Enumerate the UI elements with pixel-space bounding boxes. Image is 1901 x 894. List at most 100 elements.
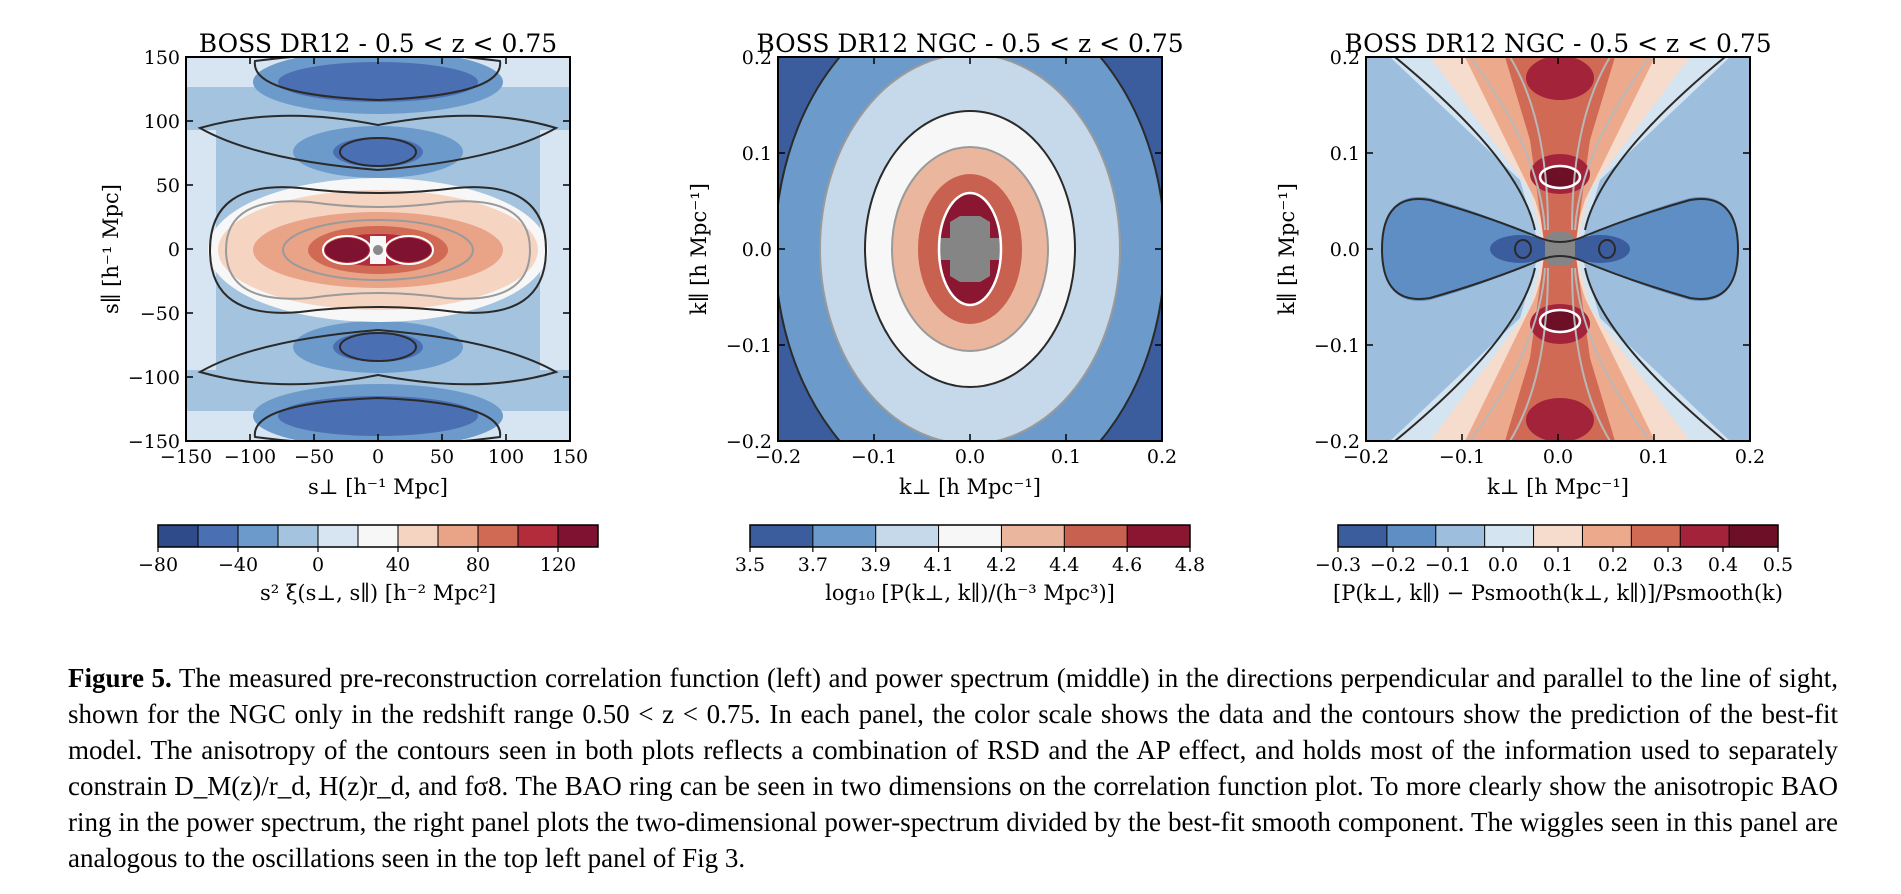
- panel-title: BOSS DR12 NGC - 0.5 < z < 0.75: [756, 29, 1183, 58]
- colorbar: 3.5 3.7 3.9 4.1 4.2 4.4 4.6 4.8: [735, 524, 1205, 576]
- colorbar-tick-label: 0.1: [1543, 554, 1573, 576]
- x-tick-label: 0.0: [1543, 446, 1573, 468]
- colorbar-segment: [158, 525, 199, 547]
- colorbar-segment: [358, 525, 399, 547]
- colorbar-tick-label: 4.6: [1112, 554, 1142, 576]
- colorbar-tick-label: −0.1: [1425, 554, 1471, 576]
- y-axis-label: k∥ [h Mpc⁻¹]: [1275, 183, 1299, 315]
- panel-title: BOSS DR12 NGC - 0.5 < z < 0.75: [1344, 29, 1771, 58]
- x-tick-label: −0.2: [755, 446, 801, 468]
- caption-text: The measured pre-reconstruction correlat…: [68, 663, 1838, 873]
- y-tick-label: −50: [140, 303, 180, 325]
- colorbar-segment: [1533, 525, 1583, 547]
- y-tick-label: 0.0: [742, 239, 772, 261]
- colorbar-tick-label: 0.2: [1598, 554, 1628, 576]
- figure-caption: Figure 5. The measured pre-reconstructio…: [68, 660, 1838, 876]
- y-axis-label: s∥ [h⁻¹ Mpc]: [99, 184, 123, 314]
- colorbar-label: log₁₀ [P(k⊥, k∥)/(h⁻³ Mpc³)]: [825, 581, 1115, 605]
- y-tick-label: 0.1: [742, 143, 772, 165]
- colorbar-segment: [812, 525, 877, 547]
- colorbar-segment: [398, 525, 439, 547]
- x-tick-label: −0.1: [851, 446, 897, 468]
- colorbar-segment: [1064, 525, 1128, 547]
- x-tick-label: 100: [488, 446, 524, 468]
- heatmap-xi: [186, 57, 570, 441]
- x-tick-label: 0.1: [1639, 446, 1669, 468]
- x-tick-label: 0: [372, 446, 384, 468]
- colorbar-segment: [1386, 525, 1437, 547]
- x-tick-label: −50: [294, 446, 334, 468]
- colorbar-label: [P(k⊥, k∥) − Psmooth(k⊥, k∥)]/Psmooth(k): [1333, 581, 1783, 605]
- colorbar-segment: [875, 525, 940, 547]
- x-tick-label: 0.0: [955, 446, 985, 468]
- colorbar-segment: [558, 525, 599, 547]
- colorbar-tick-label: 0.0: [1488, 554, 1518, 576]
- colorbar-segment: [318, 525, 359, 547]
- y-tick-label: −0.2: [1314, 431, 1360, 453]
- colorbar-tick-label: 3.9: [861, 554, 891, 576]
- panel-title: BOSS DR12 - 0.5 < z < 0.75: [199, 29, 557, 58]
- y-tick-label: 150: [144, 47, 180, 69]
- colorbar-segment: [750, 525, 814, 547]
- colorbar-segment: [1127, 525, 1191, 547]
- colorbar-segment: [1680, 525, 1730, 547]
- x-tick-label: −0.2: [1343, 446, 1389, 468]
- y-tick-label: 100: [144, 111, 180, 133]
- colorbar-tick-label: 4.2: [986, 554, 1016, 576]
- x-ticks: −0.2 −0.1 0.0 0.1 0.2: [755, 57, 1177, 468]
- y-tick-label: 0.2: [1330, 47, 1360, 69]
- y-tick-label: −150: [128, 431, 180, 453]
- colorbar-segment: [1001, 525, 1065, 547]
- x-tick-label: 0.2: [1147, 446, 1177, 468]
- x-axis-label: k⊥ [h Mpc⁻¹]: [1487, 475, 1629, 499]
- y-tick-label: 0.0: [1330, 239, 1360, 261]
- y-ticks: −0.2 −0.1 0.0 0.1 0.2: [726, 47, 1162, 453]
- colorbar-tick-label: −0.2: [1370, 554, 1416, 576]
- colorbar: −80 −40 0 40 80 120: [138, 524, 599, 576]
- colorbar-tick-label: 4.1: [923, 554, 953, 576]
- y-ticks: −150 −100 −50 0 50 100 150: [128, 47, 570, 453]
- colorbar-tick-label: 4.8: [1175, 554, 1205, 576]
- x-axis-label: s⊥ [h⁻¹ Mpc]: [308, 475, 448, 499]
- y-tick-label: −0.1: [726, 335, 772, 357]
- x-tick-label: −150: [160, 446, 212, 468]
- colorbar-tick-label: 0: [312, 554, 324, 576]
- heatmap-power: [778, 57, 1162, 441]
- colorbar-segment: [938, 525, 1002, 547]
- y-tick-label: −100: [128, 367, 180, 389]
- x-tick-label: −0.1: [1439, 446, 1485, 468]
- colorbar-tick-label: −80: [138, 554, 178, 576]
- y-axis-label: k∥ [h Mpc⁻¹]: [687, 183, 711, 315]
- colorbar-segment: [478, 525, 519, 547]
- figure-5: BOSS DR12 - 0.5 < z < 0.75 −150 −100 −50 0 5…: [99, 29, 1793, 605]
- x-ticks: −150 −100 −50 0 50 100 150: [160, 57, 588, 468]
- colorbar-tick-label: −0.3: [1315, 554, 1361, 576]
- colorbar-segment: [1729, 525, 1779, 547]
- colorbar-segment: [1435, 525, 1486, 547]
- colorbar-segment: [1338, 525, 1388, 547]
- colorbar-label: s² ξ(s⊥, s∥) [h⁻² Mpc²]: [260, 581, 496, 605]
- heatmap-ratio: [1366, 57, 1750, 441]
- x-tick-label: 50: [430, 446, 454, 468]
- colorbar-segment: [278, 525, 319, 547]
- panel-correlation-function: BOSS DR12 - 0.5 < z < 0.75 −150 −100 −50 0 5…: [99, 29, 599, 605]
- panel-power-ratio: BOSS DR12 NGC - 0.5 < z < 0.75 −0.2 −0.1 0…: [1275, 29, 1793, 605]
- y-tick-label: 50: [156, 175, 180, 197]
- x-tick-label: 0.1: [1051, 446, 1081, 468]
- colorbar-segment: [1582, 525, 1632, 547]
- y-tick-label: 0: [168, 239, 180, 261]
- panel-power-spectrum: BOSS DR12 NGC - 0.5 < z < 0.75 −0.2 −0.1 0…: [687, 29, 1205, 605]
- colorbar-segment: [1631, 525, 1681, 547]
- colorbar-tick-label: 0.3: [1653, 554, 1683, 576]
- colorbar-frame: [749, 524, 1191, 548]
- colorbar: −0.3 −0.2 −0.1 0.0 0.1 0.2 0.3 0.4 0.5: [1315, 524, 1793, 576]
- x-axis-label: k⊥ [h Mpc⁻¹]: [899, 475, 1041, 499]
- x-tick-label: 150: [552, 446, 588, 468]
- y-tick-label: 0.2: [742, 47, 772, 69]
- colorbar-tick-label: 3.5: [735, 554, 765, 576]
- colorbar-tick-label: 40: [386, 554, 410, 576]
- colorbar-segment: [238, 525, 279, 547]
- x-ticks: −0.2 −0.1 0.0 0.1 0.2: [1343, 57, 1765, 468]
- colorbar-segment: [1484, 525, 1535, 547]
- x-tick-label: 0.2: [1735, 446, 1765, 468]
